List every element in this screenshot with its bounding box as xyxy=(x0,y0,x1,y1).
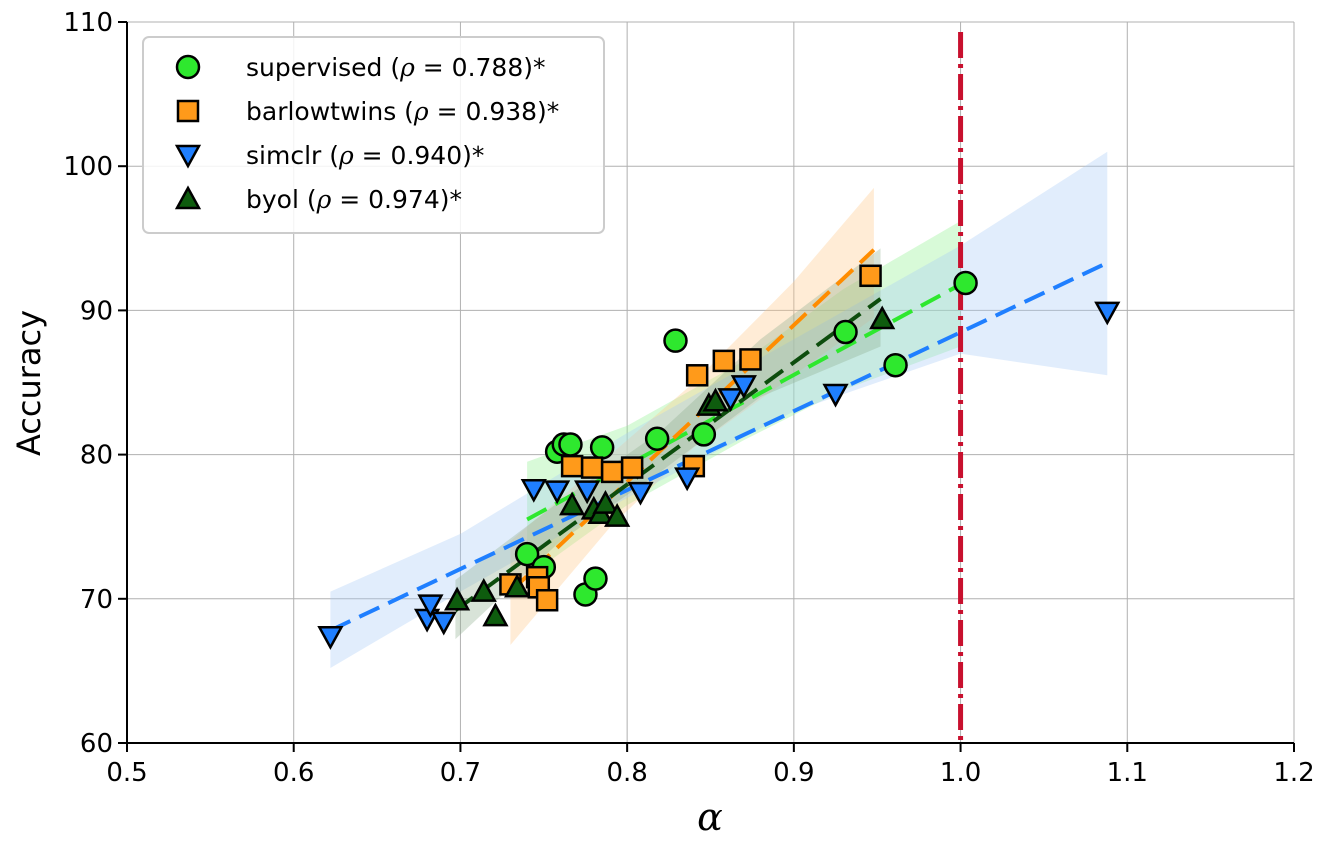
legend-supervised-prefix: supervised ( xyxy=(246,53,400,82)
byol-point xyxy=(592,490,619,514)
simclr-point xyxy=(1094,301,1121,326)
simclr-fit-line xyxy=(329,261,1109,633)
data-points xyxy=(317,264,1121,650)
y-tick-label: 90 xyxy=(80,296,113,326)
legend-barlowtwins-suffix: = 0.938)* xyxy=(429,97,560,126)
x-axis-label: α xyxy=(697,795,723,839)
barlowtwins-point xyxy=(712,349,736,373)
legend-barlowtwins-prefix: barlowtwins ( xyxy=(246,97,414,126)
supervised-point xyxy=(953,270,978,296)
simclr-point xyxy=(730,375,757,399)
legend-rho-symbol: ρ xyxy=(316,185,332,214)
barlowtwins-point xyxy=(600,460,624,484)
supervised-point xyxy=(558,432,583,457)
x-tick-label: 0.8 xyxy=(606,758,647,788)
legend-frame xyxy=(142,36,605,234)
legend-rho-symbol: ρ xyxy=(399,53,415,82)
legend-simclr-marker xyxy=(174,144,202,169)
fit-lines xyxy=(329,248,1109,633)
byol-point xyxy=(869,305,896,330)
axes xyxy=(118,21,1295,752)
barlowtwins-point xyxy=(580,456,604,479)
y-tick-label: 80 xyxy=(80,441,113,471)
barlowtwins-fit-line xyxy=(509,248,876,594)
simclr-point xyxy=(822,383,849,408)
simclr-point xyxy=(430,611,457,636)
byol-point xyxy=(604,503,631,527)
legend-byol-prefix: byol ( xyxy=(246,185,317,214)
simclr-point xyxy=(717,388,744,412)
legend-barlowtwins-marker xyxy=(176,99,200,123)
supervised-point xyxy=(583,566,608,591)
byol-point xyxy=(443,586,471,611)
simclr-point xyxy=(544,480,571,505)
barlowtwins-confidence-band xyxy=(510,187,874,645)
barlowtwins-point xyxy=(739,348,762,371)
legend: supervised (ρ = 0.788)* barlowtwins (ρ =… xyxy=(142,36,605,234)
simclr-point xyxy=(574,480,601,505)
barlowtwins-point xyxy=(620,456,644,479)
x-tick-label: 0.6 xyxy=(273,758,314,788)
x-tick-label: 1.2 xyxy=(1273,758,1314,788)
x-tick-label: 1.1 xyxy=(1107,758,1148,788)
legend-rho-symbol: ρ xyxy=(338,141,354,170)
tick-labels: 0.5 0.6 0.7 0.8 0.9 1.0 1.1 1.2 60 70 80 90 100 110 xyxy=(63,8,1314,788)
simclr-point xyxy=(317,626,344,650)
y-tick-label: 60 xyxy=(80,729,113,759)
byol-point xyxy=(702,387,729,412)
legend-simclr-prefix: simclr ( xyxy=(246,141,339,170)
barlowtwins-point xyxy=(560,454,584,478)
y-tick-label: 70 xyxy=(80,585,113,615)
y-axis-label: Accuracy xyxy=(10,310,48,456)
legend-byol-suffix: = 0.974)* xyxy=(331,185,462,214)
simclr-point xyxy=(627,481,654,506)
supervised-point xyxy=(883,352,908,378)
byol-point xyxy=(470,577,497,602)
x-tick-label: 1.0 xyxy=(940,758,981,788)
simclr-point xyxy=(417,594,444,619)
legend-supervised-marker xyxy=(175,54,201,80)
barlowtwins-point xyxy=(535,588,559,612)
x-tick-label: 0.7 xyxy=(440,758,481,788)
supervised-point xyxy=(691,422,717,447)
byol-fit-line xyxy=(454,297,882,612)
legend-entry-byol: byol (ρ = 0.974)* xyxy=(246,185,462,214)
legend-entry-simclr: simclr (ρ = 0.940)* xyxy=(246,141,484,170)
simclr-point xyxy=(674,467,701,492)
legend-supervised-suffix: = 0.788)* xyxy=(415,53,546,82)
simclr-point xyxy=(520,478,547,503)
legend-rho-symbol: ρ xyxy=(413,97,429,126)
legend-simclr-suffix: = 0.940)* xyxy=(354,141,485,170)
supervised-point xyxy=(644,426,670,451)
legend-entry-barlowtwins: barlowtwins (ρ = 0.938)* xyxy=(246,97,559,126)
byol-point xyxy=(482,602,509,627)
legend-byol-marker xyxy=(174,185,202,210)
byol-point xyxy=(503,573,531,598)
supervised-point xyxy=(589,435,615,460)
x-tick-label: 0.9 xyxy=(773,758,814,788)
x-tick-label: 0.5 xyxy=(106,758,147,788)
legend-entry-supervised: supervised (ρ = 0.788)* xyxy=(246,53,546,82)
y-tick-label: 110 xyxy=(63,8,113,38)
legend-markers xyxy=(174,54,202,210)
supervised-point xyxy=(833,319,858,345)
supervised-point xyxy=(514,541,540,567)
supervised-fit-line xyxy=(526,282,962,522)
byol-point xyxy=(559,491,586,516)
y-tick-label: 100 xyxy=(63,152,113,182)
barlowtwins-point xyxy=(685,364,709,387)
barlowtwins-point xyxy=(859,264,882,288)
supervised-point xyxy=(663,328,688,353)
